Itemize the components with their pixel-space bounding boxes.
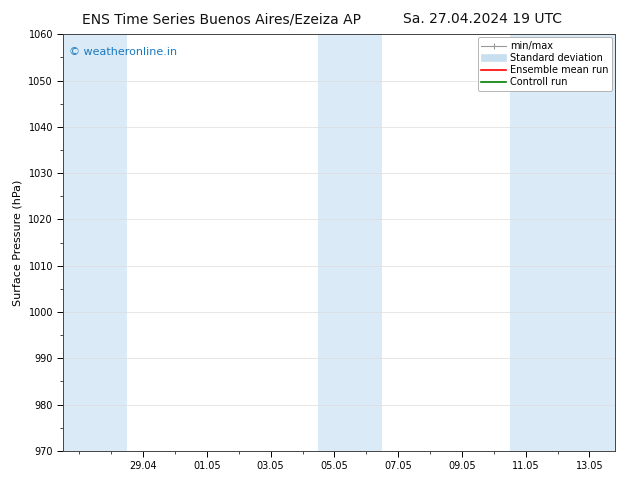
Legend: min/max, Standard deviation, Ensemble mean run, Controll run: min/max, Standard deviation, Ensemble me… [477, 37, 612, 91]
Text: Sa. 27.04.2024 19 UTC: Sa. 27.04.2024 19 UTC [403, 12, 562, 26]
Y-axis label: Surface Pressure (hPa): Surface Pressure (hPa) [13, 179, 23, 306]
Bar [510, 34, 615, 451]
Text: ENS Time Series Buenos Aires/Ezeiza AP: ENS Time Series Buenos Aires/Ezeiza AP [82, 12, 361, 26]
Bar [318, 34, 382, 451]
Text: © weatheronline.in: © weatheronline.in [69, 47, 177, 57]
Bar [63, 34, 127, 451]
